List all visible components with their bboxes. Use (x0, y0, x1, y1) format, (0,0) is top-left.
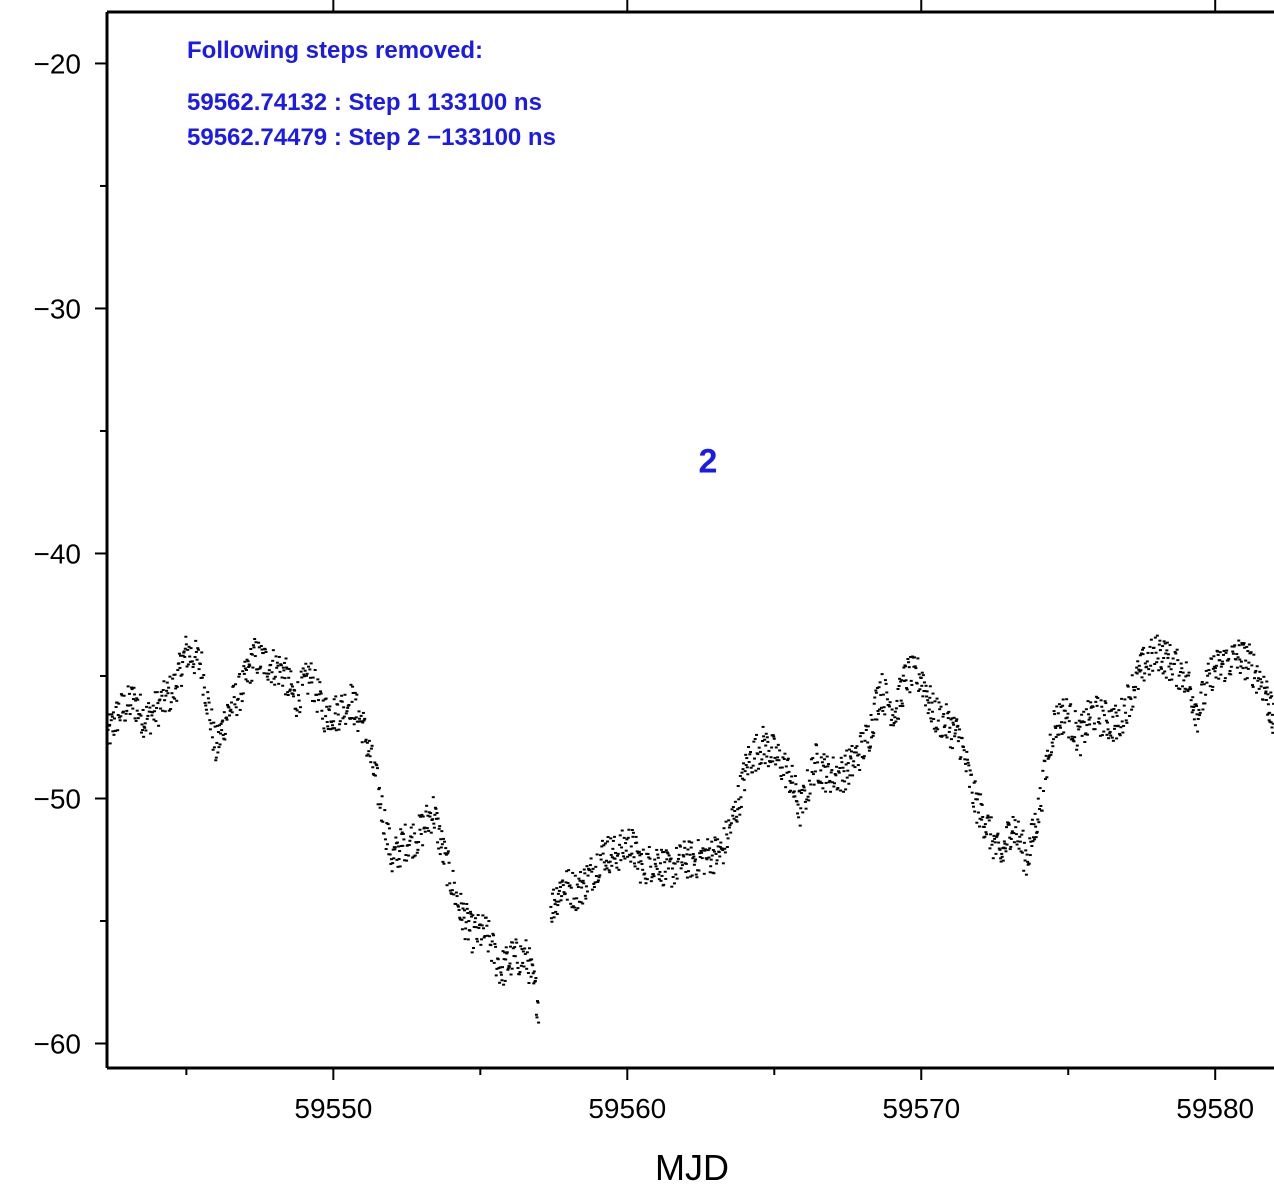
x-tick-label: 59550 (294, 1093, 372, 1124)
y-tick-label: −40 (34, 538, 82, 569)
y-axis: −20 −30 −40 −50 −60 (34, 48, 107, 1059)
step-marker-label: 2 (699, 442, 718, 480)
annotation-heading: Following steps removed: (187, 37, 483, 64)
x-tick-label: 59560 (588, 1093, 666, 1124)
y-tick-label: −20 (34, 48, 82, 79)
step-markers: 2 (699, 442, 718, 480)
y-tick-label: −60 (34, 1028, 82, 1059)
y-tick-label: −30 (34, 293, 82, 324)
x-tick-label: 59580 (1176, 1093, 1254, 1124)
y-tick-label: −50 (34, 783, 82, 814)
plot-frame (105, 10, 1274, 1070)
annotation-step-2: 59562.74479 : Step 2 −133100 ns (187, 124, 556, 151)
x-tick-label: 59570 (882, 1093, 960, 1124)
data-series (105, 634, 1274, 1024)
x-axis-title: MJD (655, 1147, 729, 1188)
x-axis: 59550 59560 59570 59580 (185, 0, 1254, 1124)
annotation-step-1: 59562.74132 : Step 1 133100 ns (187, 89, 542, 116)
